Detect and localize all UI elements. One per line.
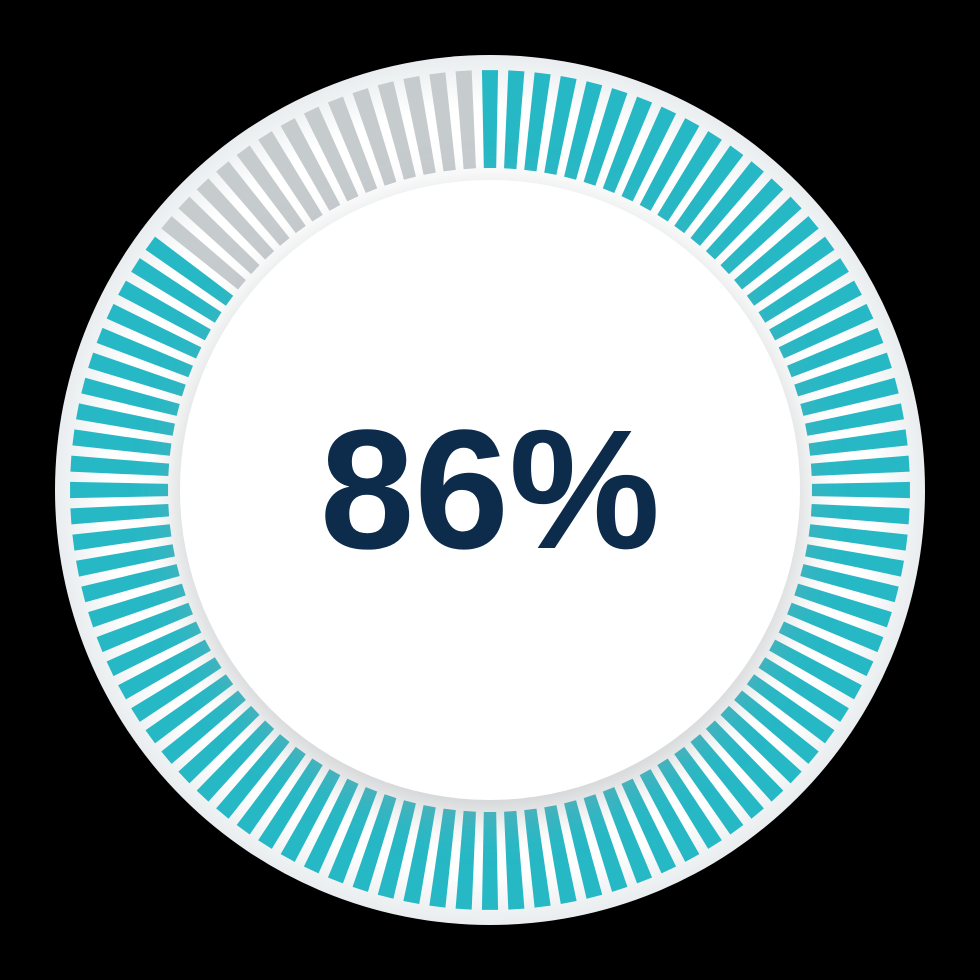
percent-label: 86% bbox=[320, 392, 660, 588]
gauge-container: 86% bbox=[0, 0, 980, 980]
